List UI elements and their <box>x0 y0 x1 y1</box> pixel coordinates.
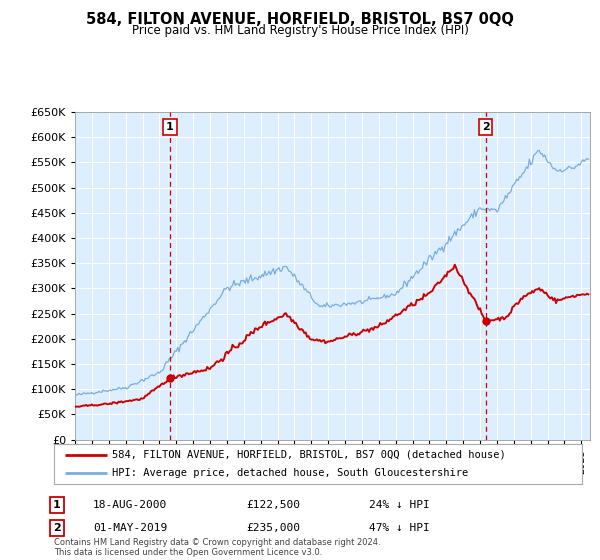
Text: 1: 1 <box>53 500 61 510</box>
Text: 1: 1 <box>166 122 174 132</box>
Text: 18-AUG-2000: 18-AUG-2000 <box>93 500 167 510</box>
Text: Price paid vs. HM Land Registry's House Price Index (HPI): Price paid vs. HM Land Registry's House … <box>131 24 469 37</box>
Text: 2: 2 <box>53 523 61 533</box>
Text: 584, FILTON AVENUE, HORFIELD, BRISTOL, BS7 0QQ: 584, FILTON AVENUE, HORFIELD, BRISTOL, B… <box>86 12 514 27</box>
Text: £122,500: £122,500 <box>246 500 300 510</box>
Text: £235,000: £235,000 <box>246 523 300 533</box>
Text: 2: 2 <box>482 122 490 132</box>
Text: 24% ↓ HPI: 24% ↓ HPI <box>369 500 430 510</box>
Text: 01-MAY-2019: 01-MAY-2019 <box>93 523 167 533</box>
Text: 47% ↓ HPI: 47% ↓ HPI <box>369 523 430 533</box>
Text: 584, FILTON AVENUE, HORFIELD, BRISTOL, BS7 0QQ (detached house): 584, FILTON AVENUE, HORFIELD, BRISTOL, B… <box>112 450 506 460</box>
Text: Contains HM Land Registry data © Crown copyright and database right 2024.
This d: Contains HM Land Registry data © Crown c… <box>54 538 380 557</box>
Text: HPI: Average price, detached house, South Gloucestershire: HPI: Average price, detached house, Sout… <box>112 468 469 478</box>
